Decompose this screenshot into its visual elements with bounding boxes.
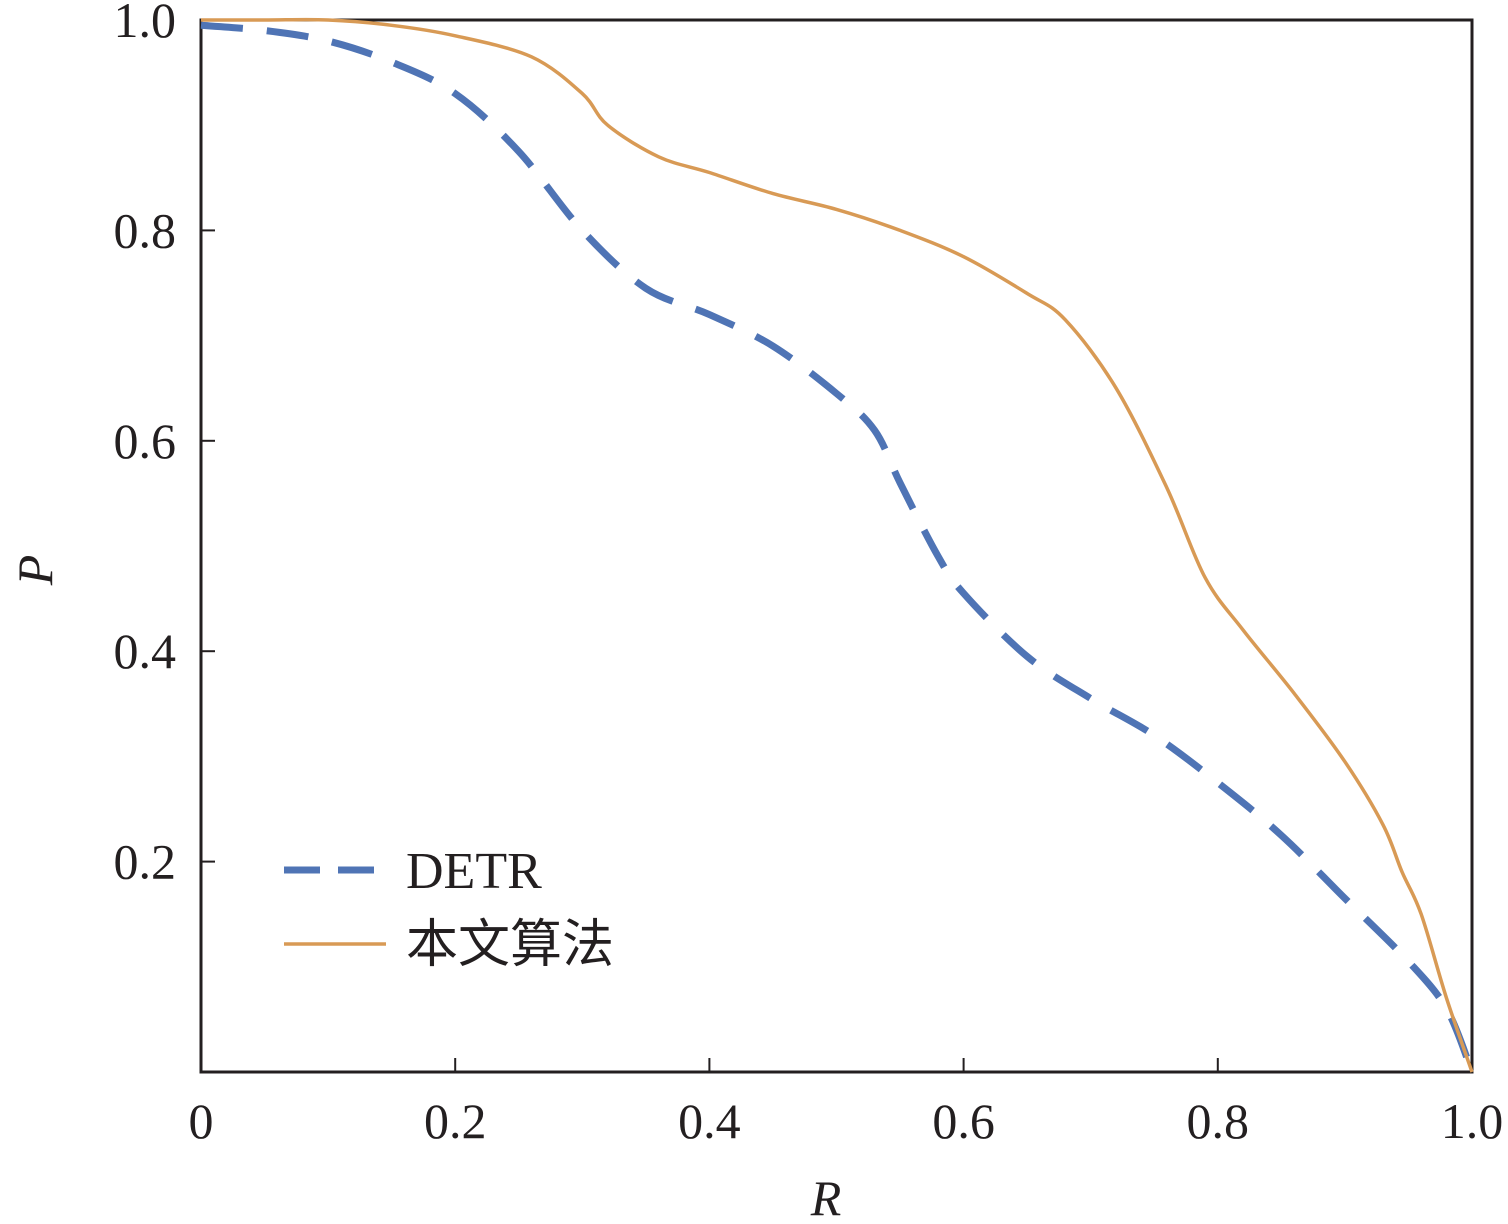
y-tick-label: 0.6: [114, 413, 177, 469]
x-axis: 0 0.2 0.4 0.6 0.8 1.0: [189, 1058, 1504, 1149]
x-tick-label: 0.6: [932, 1093, 995, 1149]
y-axis-label: P: [7, 555, 63, 587]
x-tick-label: 0.4: [678, 1093, 741, 1149]
y-tick-label: 1.0: [114, 0, 177, 48]
legend-label-1: 本文算法: [406, 917, 614, 974]
x-tick-label: 0: [189, 1093, 214, 1149]
x-axis-label: R: [810, 1170, 842, 1224]
series-line-1: [200, 17, 1474, 1073]
series-lines: [200, 17, 1476, 1074]
x-tick-label: 0.2: [424, 1093, 487, 1149]
x-tick-label: 1.0: [1441, 1093, 1504, 1149]
y-axis: 0.2 0.4 0.6 0.8 1.0: [114, 0, 215, 890]
y-tick-label: 0.2: [114, 834, 177, 890]
legend-label-0: DETR: [406, 843, 542, 900]
legend: DETR 本文算法: [284, 843, 614, 974]
y-tick-label: 0.4: [114, 623, 177, 679]
series-line-0: [200, 21, 1476, 1074]
x-tick-label: 0.8: [1187, 1093, 1250, 1149]
y-tick-label: 0.8: [114, 202, 177, 258]
plot-frame: [199, 18, 1474, 1074]
